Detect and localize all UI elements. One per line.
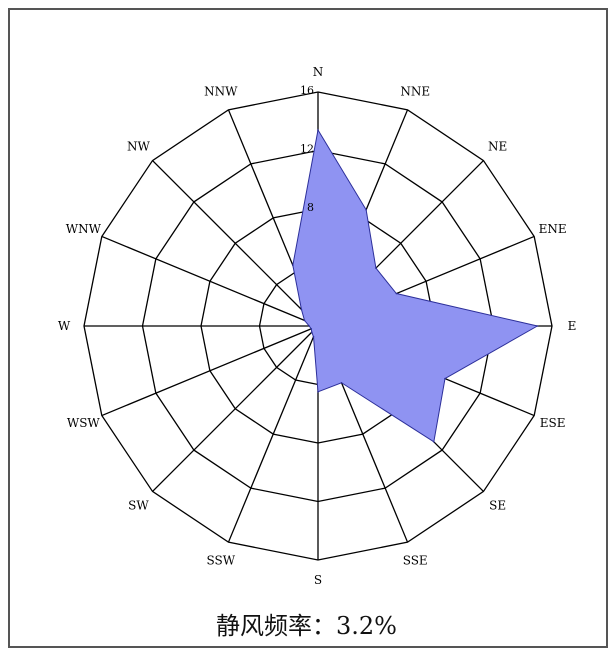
data-point-n <box>317 129 319 131</box>
data-point-nnw <box>292 264 294 266</box>
spoke-ssw <box>227 325 319 543</box>
direction-label-sw: SW <box>128 499 149 513</box>
direction-label-nnw: NNW <box>204 84 238 98</box>
direction-label-se: SE <box>489 499 506 513</box>
direction-label-ne: NE <box>488 139 507 153</box>
direction-label-n: N <box>313 65 324 79</box>
direction-label-sse: SSE <box>403 554 428 568</box>
radial-tick-12: 12 <box>300 143 314 156</box>
data-point-wnw <box>303 319 306 322</box>
radial-tick-labels: 8 12 16 <box>300 84 314 214</box>
data-point-ene <box>395 292 398 295</box>
direction-label-e: E <box>568 319 577 333</box>
direction-label-wnw: WNW <box>66 222 102 236</box>
radial-tick-16: 16 <box>300 84 314 97</box>
data-point-sw <box>310 331 313 334</box>
direction-label-nw: NW <box>127 139 151 153</box>
data-point-w <box>308 325 311 327</box>
data-point-nne <box>365 208 367 211</box>
calm-frequency-caption: 静风频率：3.2% <box>216 612 397 640</box>
direction-label-ssw: SSW <box>207 554 236 568</box>
direction-labels: N NNE NE ENE E ESE SE SSE S SSW SW WSW W WNW NW NNW <box>58 65 577 587</box>
direction-label-wsw: WSW <box>67 416 101 430</box>
data-point-nw <box>300 308 303 311</box>
direction-label-ene: ENE <box>539 222 567 236</box>
direction-label-ese: ESE <box>540 416 566 430</box>
data-point-ese <box>444 377 446 380</box>
data-point-sse <box>340 381 343 384</box>
direction-label-w: W <box>58 319 71 333</box>
data-point-ne <box>375 267 377 269</box>
spoke-wsw <box>101 325 319 417</box>
radial-tick-8: 8 <box>307 201 314 214</box>
data-point-se <box>433 441 435 443</box>
data-area-layer <box>292 128 539 443</box>
direction-label-nne: NNE <box>400 84 430 98</box>
direction-label-s: S <box>314 573 322 587</box>
data-point-s <box>317 391 319 393</box>
data-point-e <box>536 325 539 327</box>
spoke-nw <box>152 160 319 327</box>
spoke-sw <box>152 325 319 492</box>
data-point-ssw <box>312 336 315 338</box>
data-point-wsw <box>310 327 313 330</box>
spoke-wnw <box>101 235 319 327</box>
